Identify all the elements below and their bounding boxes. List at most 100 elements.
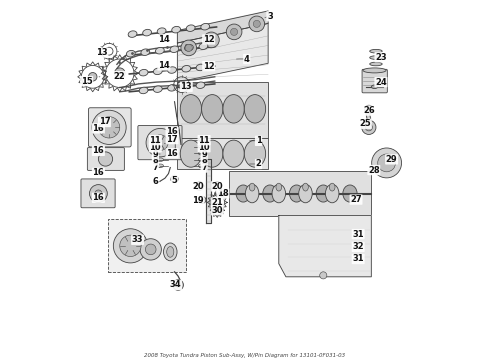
Circle shape (140, 239, 161, 260)
Text: 16: 16 (93, 193, 104, 202)
Circle shape (146, 129, 174, 157)
Ellipse shape (157, 152, 164, 155)
FancyBboxPatch shape (87, 148, 124, 170)
Text: 16: 16 (93, 168, 104, 177)
Circle shape (365, 124, 372, 131)
Circle shape (185, 44, 192, 51)
Polygon shape (365, 109, 371, 123)
Text: 13: 13 (96, 48, 108, 57)
Text: 14: 14 (158, 61, 170, 70)
Text: 28: 28 (368, 166, 380, 175)
Ellipse shape (325, 184, 339, 203)
Ellipse shape (198, 138, 205, 141)
Circle shape (319, 272, 327, 279)
Text: 19: 19 (192, 196, 204, 205)
FancyBboxPatch shape (108, 219, 186, 272)
Ellipse shape (370, 49, 382, 53)
Circle shape (208, 36, 215, 44)
Ellipse shape (198, 164, 205, 167)
Ellipse shape (196, 82, 205, 89)
Ellipse shape (153, 68, 162, 75)
Ellipse shape (276, 183, 282, 191)
Ellipse shape (143, 30, 151, 36)
FancyBboxPatch shape (81, 179, 115, 208)
Ellipse shape (172, 26, 180, 33)
Ellipse shape (343, 185, 357, 202)
Ellipse shape (168, 67, 176, 73)
Circle shape (173, 280, 183, 290)
Text: 1: 1 (256, 136, 262, 145)
Text: 9: 9 (201, 149, 207, 158)
Text: 26: 26 (363, 106, 375, 115)
Ellipse shape (370, 56, 382, 59)
FancyBboxPatch shape (362, 69, 387, 93)
Ellipse shape (236, 185, 250, 202)
Circle shape (181, 40, 196, 56)
Circle shape (215, 189, 223, 197)
Ellipse shape (198, 158, 205, 162)
Text: 11: 11 (198, 136, 210, 145)
Circle shape (152, 135, 168, 150)
Text: 17: 17 (166, 135, 178, 144)
Text: 24: 24 (375, 78, 387, 87)
Text: 10: 10 (149, 143, 161, 152)
Ellipse shape (155, 48, 164, 54)
Ellipse shape (363, 68, 386, 73)
Circle shape (372, 148, 402, 178)
Ellipse shape (182, 83, 191, 90)
Polygon shape (206, 159, 211, 223)
Circle shape (230, 28, 238, 35)
Text: 12: 12 (203, 35, 215, 44)
Ellipse shape (128, 31, 137, 37)
Ellipse shape (371, 85, 378, 89)
Text: 11: 11 (149, 136, 161, 145)
Ellipse shape (157, 158, 164, 162)
Text: 16: 16 (166, 149, 178, 158)
Ellipse shape (185, 45, 193, 51)
FancyBboxPatch shape (177, 138, 268, 169)
Text: 5: 5 (172, 176, 177, 185)
Ellipse shape (157, 145, 164, 148)
Circle shape (365, 105, 373, 114)
Circle shape (92, 110, 126, 144)
Ellipse shape (299, 184, 312, 203)
Ellipse shape (201, 95, 223, 123)
Text: 7: 7 (152, 163, 158, 172)
FancyBboxPatch shape (229, 171, 371, 216)
Ellipse shape (168, 85, 176, 91)
Ellipse shape (186, 25, 195, 31)
Text: 4: 4 (244, 54, 250, 63)
Circle shape (95, 190, 102, 197)
Ellipse shape (180, 140, 201, 167)
Text: 27: 27 (350, 195, 362, 204)
Circle shape (114, 68, 125, 78)
Circle shape (90, 185, 107, 202)
Circle shape (249, 16, 265, 32)
Ellipse shape (198, 145, 205, 148)
Text: 17: 17 (98, 117, 110, 126)
Circle shape (175, 283, 181, 288)
Ellipse shape (290, 185, 304, 202)
Circle shape (195, 182, 204, 190)
Polygon shape (279, 216, 371, 277)
Text: 33: 33 (132, 235, 143, 244)
Text: 12: 12 (203, 62, 215, 71)
FancyBboxPatch shape (88, 108, 131, 147)
Ellipse shape (201, 140, 223, 167)
Circle shape (213, 182, 221, 190)
Ellipse shape (198, 152, 205, 155)
Ellipse shape (223, 95, 245, 123)
Circle shape (120, 235, 141, 257)
Ellipse shape (182, 66, 191, 72)
Text: 18: 18 (217, 189, 229, 198)
Text: 13: 13 (180, 82, 192, 91)
Text: 9: 9 (152, 149, 158, 158)
Circle shape (199, 196, 206, 203)
Text: 23: 23 (375, 53, 387, 62)
FancyBboxPatch shape (166, 135, 175, 156)
Ellipse shape (263, 185, 277, 202)
Ellipse shape (370, 62, 382, 66)
Circle shape (378, 154, 395, 172)
Ellipse shape (201, 23, 210, 30)
Ellipse shape (245, 95, 266, 123)
